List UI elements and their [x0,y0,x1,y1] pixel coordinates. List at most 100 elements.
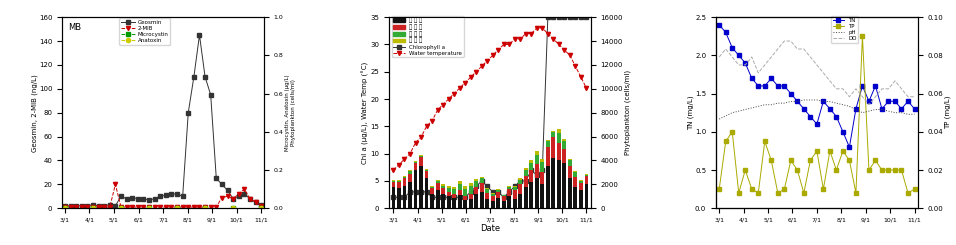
Bar [546,166,550,208]
Bar [441,184,445,185]
Bar [408,171,412,174]
Bar [579,181,583,183]
Bar [552,136,555,158]
Bar [468,185,472,194]
Bar [579,183,583,190]
Bar [546,141,550,147]
Bar [579,180,583,181]
Bar [557,143,561,160]
Y-axis label: Chl a (μg/L), Water Temp (°C): Chl a (μg/L), Water Temp (°C) [361,61,369,164]
Bar [480,177,484,178]
Bar [508,189,511,196]
Bar [436,190,440,208]
Bar [424,178,428,208]
Bar [546,140,550,141]
Bar [508,186,511,187]
Bar [392,180,396,181]
Bar [458,195,462,208]
Bar [562,148,566,163]
Y-axis label: Microcystin, Anatoxin (μg/L)
Phytoplankton (cells/ml): Microcystin, Anatoxin (μg/L) Phytoplankt… [285,74,295,151]
Legend: TN, TP, pH, DO: TN, TP, pH, DO [831,16,858,43]
Bar [474,179,478,181]
Bar [480,178,484,183]
Bar [397,181,401,182]
Bar [486,193,489,199]
Bar [392,181,396,182]
Bar [518,184,522,194]
Bar [474,187,478,194]
Bar [502,195,506,196]
Bar [508,187,511,189]
X-axis label: Date: Date [480,224,500,233]
Bar [546,147,550,166]
Bar [486,189,489,193]
Bar [486,188,489,189]
Bar [490,196,494,201]
Bar [419,166,423,208]
Bar [408,170,412,171]
Bar [408,182,412,208]
Bar [530,170,533,182]
Bar [392,187,396,208]
Bar [430,194,434,208]
Bar [408,174,412,182]
Bar [441,188,445,194]
Bar [540,162,544,172]
Bar [446,188,450,192]
Bar [446,196,450,208]
Bar [496,197,500,208]
Bar [584,174,588,175]
Bar [464,200,467,208]
Text: MB: MB [68,23,81,32]
Bar [468,199,472,208]
Bar [552,158,555,208]
Bar [584,175,588,176]
Bar [562,139,566,141]
Bar [535,164,539,178]
Bar [446,192,450,196]
Bar [530,160,533,163]
Bar [441,194,445,208]
Bar [535,151,539,155]
Bar [452,189,456,194]
Bar [524,176,528,187]
Bar [414,161,418,162]
Bar [562,141,566,148]
Bar [397,180,401,181]
Bar [458,181,462,184]
Bar [480,183,484,192]
Bar [441,185,445,188]
Bar [557,129,561,133]
Bar [436,183,440,190]
Bar [402,177,406,178]
Bar [540,172,544,184]
Bar [568,160,572,166]
Bar [562,163,566,208]
Bar [480,192,484,208]
Bar [524,170,528,176]
Bar [568,166,572,178]
Bar [474,194,478,208]
Bar [584,184,588,208]
Legend: 남 조 류, 규 조 류, 녹 조 류, 황 조 류, Chlorophyll a, Water temperature: 남 조 류, 규 조 류, 녹 조 류, 황 조 류, Chlorophyll … [392,16,464,57]
Legend: Geosmin, 2-MIB, Microcystin, Anatoxin: Geosmin, 2-MIB, Microcystin, Anatoxin [120,18,170,45]
Bar [419,157,423,166]
Bar [530,182,533,208]
Bar [430,186,434,187]
Bar [414,163,418,170]
Bar [574,177,577,187]
Bar [474,181,478,187]
Bar [512,185,516,187]
Bar [552,132,555,136]
Bar [584,176,588,184]
Bar [397,188,401,208]
Bar [552,131,555,132]
Bar [518,180,522,184]
Bar [458,184,462,190]
Bar [502,196,506,201]
Bar [557,160,561,208]
Bar [424,171,428,178]
Bar [452,187,456,189]
Bar [402,176,406,177]
Y-axis label: Geosmin, 2-MIB (ng/L): Geosmin, 2-MIB (ng/L) [31,74,37,152]
